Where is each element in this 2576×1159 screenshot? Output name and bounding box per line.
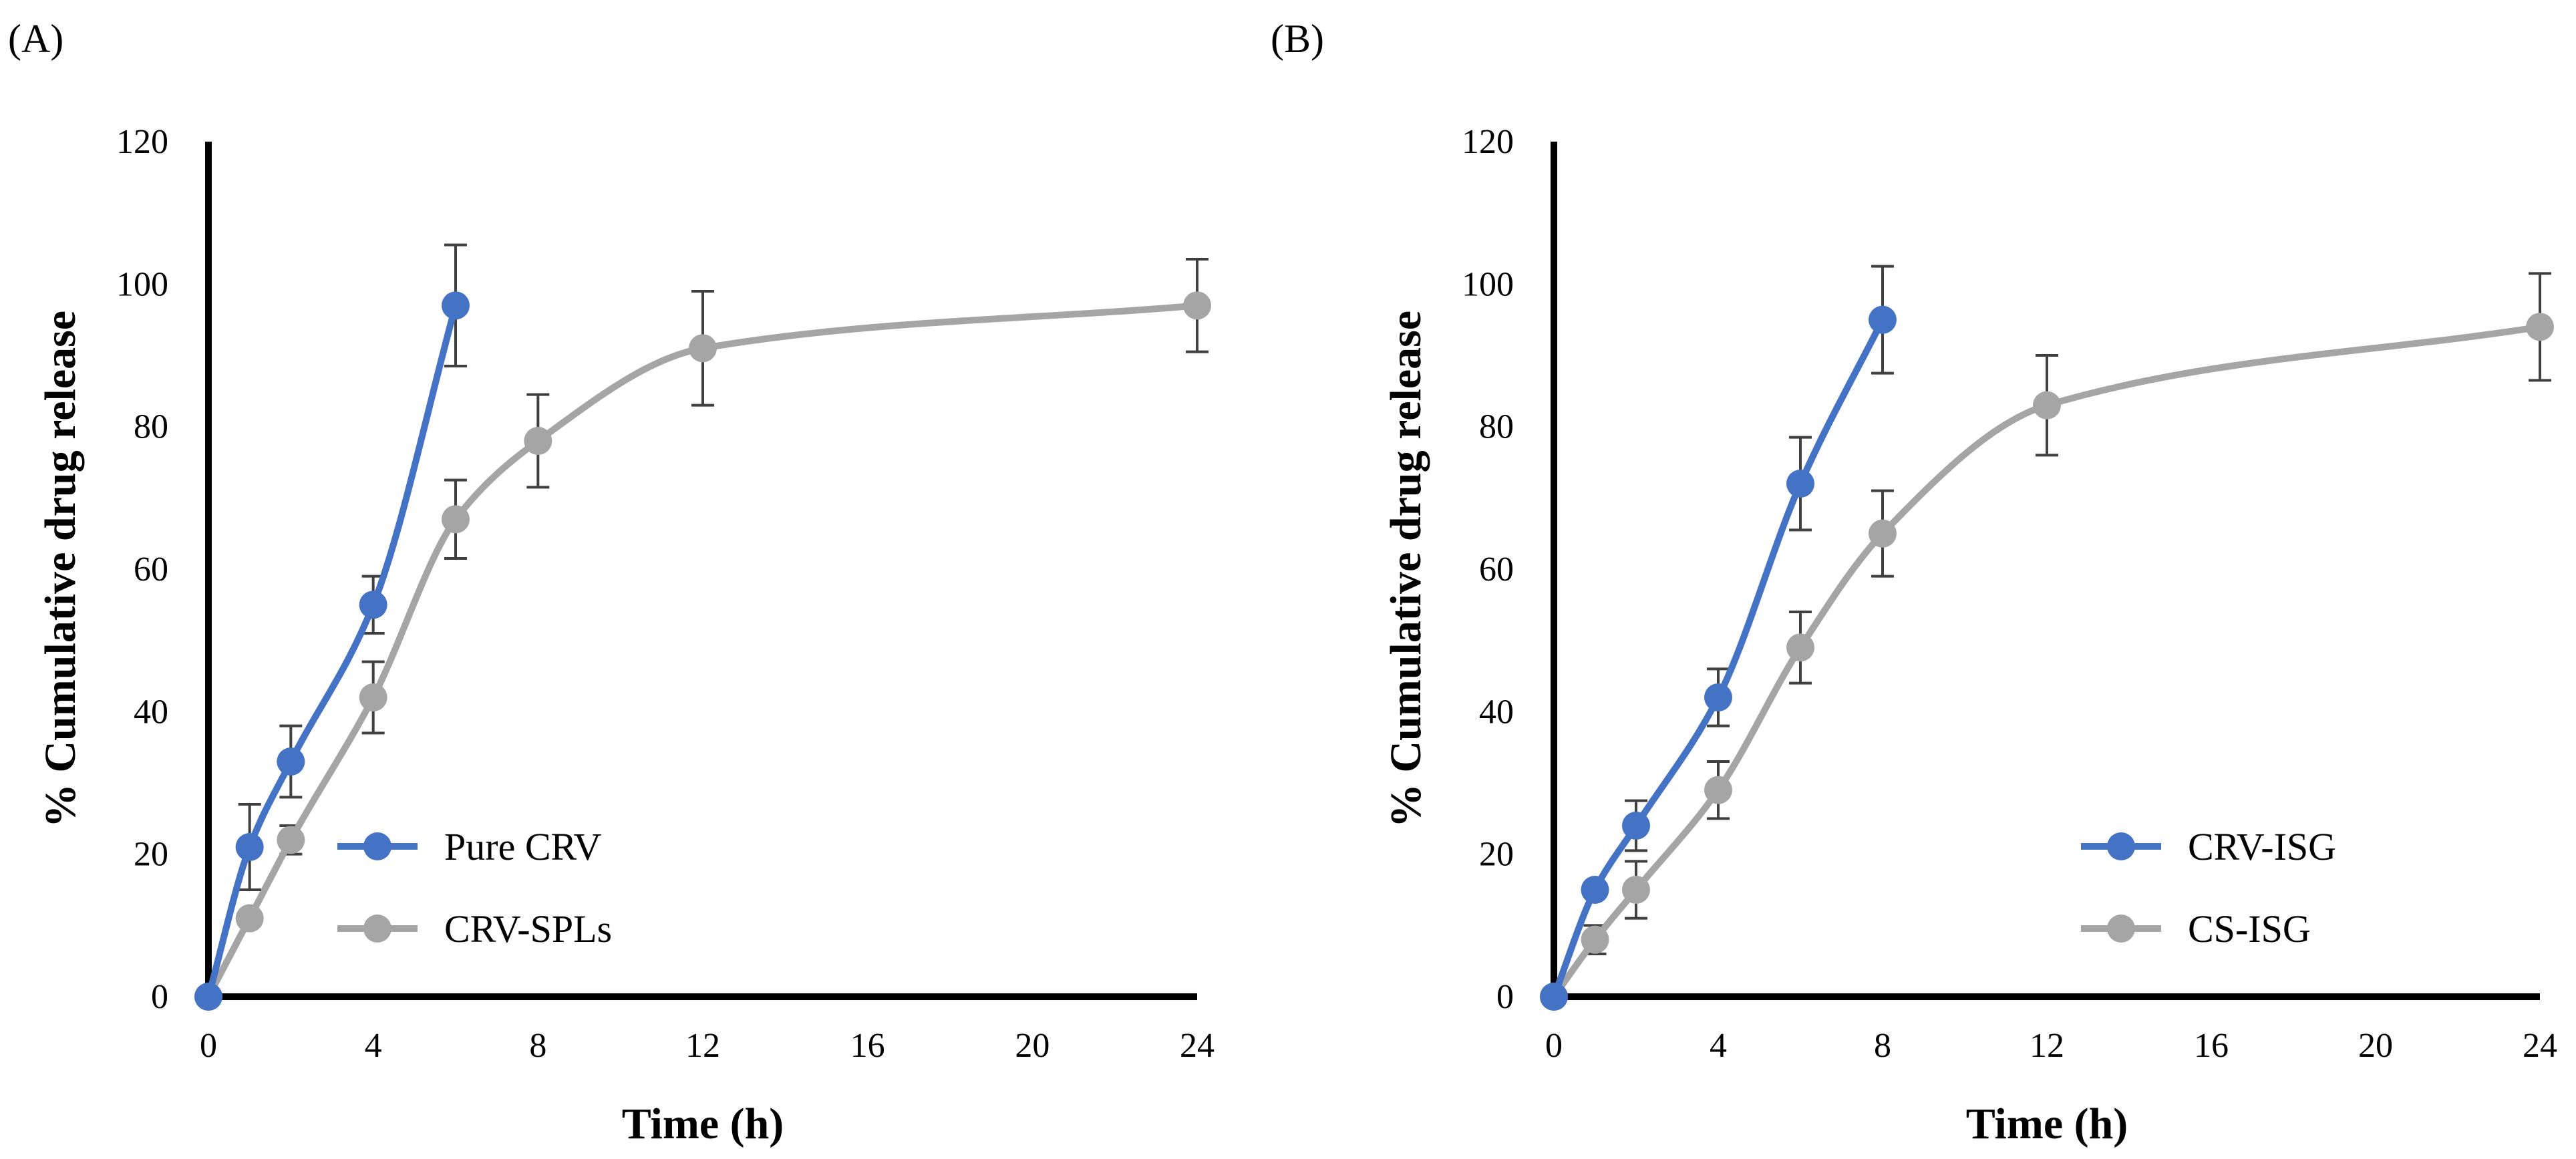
x-tick-label: 8 — [1874, 1027, 1891, 1065]
series-line — [1551, 323, 2543, 1000]
x-tick-label: 12 — [685, 1027, 720, 1065]
data-point — [1704, 776, 1732, 804]
y-tick-label: 40 — [134, 693, 168, 731]
series-line — [205, 302, 1200, 1000]
x-tick-label: 24 — [2523, 1027, 2557, 1065]
legend-swatch-marker — [2107, 915, 2135, 943]
data-point — [2033, 391, 2061, 420]
data-point — [1869, 519, 1897, 548]
x-tick-label: 20 — [1015, 1027, 1050, 1065]
x-tick-label: 16 — [850, 1027, 885, 1065]
legend-item: Pure CRV — [337, 825, 602, 868]
data-point — [194, 983, 222, 1011]
legend-swatch-marker — [2107, 832, 2135, 860]
legend-item: CRV-SPLs — [337, 907, 612, 951]
legend: CRV-ISG CS-ISG — [2081, 825, 2336, 951]
y-tick-label: 120 — [116, 123, 168, 161]
series-crv-isg — [1540, 265, 1897, 1011]
data-point — [1183, 291, 1211, 320]
series-pure-crv — [194, 243, 470, 1011]
legend-swatch-marker — [363, 915, 391, 943]
legend: Pure CRV CRV-SPLs — [337, 825, 612, 951]
x-tick-label: 4 — [1710, 1027, 1727, 1065]
panel-label: (B) — [1271, 17, 1324, 61]
data-point — [277, 826, 305, 854]
data-point — [277, 748, 305, 776]
x-tick-label: 12 — [2030, 1027, 2064, 1065]
y-tick-label: 100 — [116, 265, 168, 303]
legend-label: CRV-SPLs — [444, 907, 612, 951]
y-tick-label: 60 — [134, 550, 168, 589]
x-axis-title: Time (h) — [622, 1100, 784, 1148]
panel-b: (B) 0 20 40 60 80 100 120 0 4 8 12 16 20 24 Time (h) % C… — [1271, 17, 2557, 1148]
y-tick-label: 20 — [1479, 836, 1514, 874]
data-point — [689, 334, 717, 363]
data-point — [524, 427, 552, 455]
x-tick-label: 16 — [2194, 1027, 2229, 1065]
x-tick-label: 8 — [529, 1027, 546, 1065]
x-tick-label: 0 — [1545, 1027, 1563, 1065]
x-tick-label: 20 — [2358, 1027, 2393, 1065]
data-point — [235, 833, 264, 861]
data-point — [1622, 876, 1650, 904]
data-point — [235, 904, 264, 933]
legend-item: CRV-ISG — [2081, 825, 2336, 868]
data-point — [1786, 633, 1814, 662]
y-tick-label: 100 — [1462, 265, 1514, 303]
data-point — [1581, 925, 1609, 954]
y-tick-label: 80 — [134, 408, 168, 446]
x-axis-title: Time (h) — [1966, 1100, 2128, 1148]
legend-label: CRV-ISG — [2188, 825, 2336, 868]
y-tick-label: 0 — [1496, 978, 1514, 1016]
data-point — [1869, 305, 1897, 334]
data-point — [1540, 983, 1568, 1011]
legend-label: Pure CRV — [444, 825, 602, 868]
data-point — [1581, 876, 1609, 904]
y-tick-label: 20 — [134, 836, 168, 874]
y-axis-title: % Cumulative drug release — [1382, 311, 1430, 828]
data-point — [2526, 313, 2554, 341]
x-tick-label: 4 — [365, 1027, 382, 1065]
y-axis-title: % Cumulative drug release — [36, 311, 85, 828]
data-point — [1622, 812, 1650, 840]
x-tick-label: 0 — [200, 1027, 217, 1065]
y-tick-label: 60 — [1479, 550, 1514, 589]
data-point — [359, 591, 387, 619]
y-tick-label: 120 — [1462, 123, 1514, 161]
x-tick-label: 24 — [1180, 1027, 1215, 1065]
panel-label: (A) — [8, 17, 63, 61]
data-point — [1786, 470, 1814, 498]
series-line — [205, 302, 459, 1000]
data-point — [359, 683, 387, 711]
series-cs-isg — [1540, 272, 2554, 1011]
y-tick-label: 40 — [1479, 693, 1514, 731]
series-crv-spls — [194, 258, 1211, 1011]
legend-swatch-marker — [363, 832, 391, 860]
y-tick-label: 0 — [151, 978, 168, 1016]
data-point — [1704, 683, 1732, 711]
legend-item: CS-ISG — [2081, 907, 2311, 951]
legend-label: CS-ISG — [2188, 907, 2311, 951]
panel-a: (A) 0 20 40 60 80 100 120 0 4 8 12 16 20 24 Time (h) % C… — [8, 17, 1215, 1148]
data-point — [442, 505, 470, 534]
data-point — [442, 291, 470, 320]
y-tick-label: 80 — [1479, 408, 1514, 446]
